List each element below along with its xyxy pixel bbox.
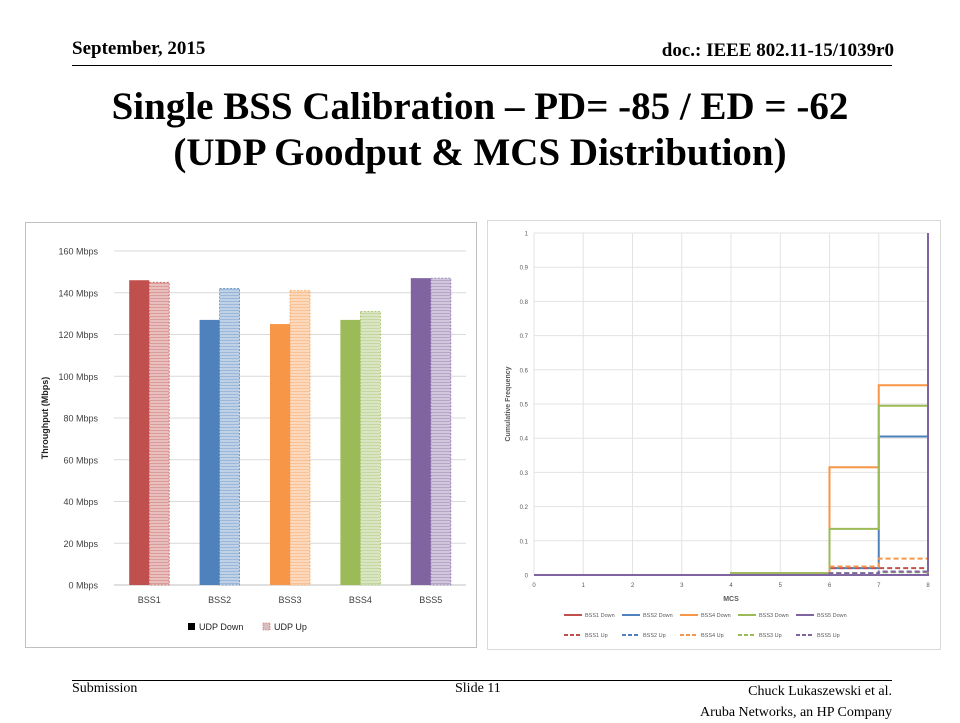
y-tick-label: 0.1: [520, 539, 529, 545]
y-tick-label: 60 Mbps: [63, 455, 98, 465]
y-tick-label: 0 Mbps: [68, 581, 98, 591]
y-tick-label: 1: [525, 232, 529, 238]
x-tick-label: 2: [631, 583, 635, 589]
footer-author-line-2: Aruba Networks, an HP Company: [700, 705, 892, 720]
y-tick-label: 100 Mbps: [58, 372, 98, 382]
y-tick-label: 0.6: [520, 368, 529, 374]
x-tick-label: BSS2: [208, 595, 231, 605]
bar-bss4-down: [340, 319, 361, 585]
series-line-bss5-up: [534, 233, 929, 576]
x-tick-label: 1: [582, 583, 586, 589]
x-tick-label: BSS3: [278, 595, 301, 605]
x-tick-label: BSS5: [419, 595, 442, 605]
x-tick-label: 0: [532, 583, 536, 589]
x-tick-label: 8: [926, 583, 930, 589]
footer-author-line-1: Chuck Lukaszewski et al.: [748, 684, 892, 699]
footer-slide-number: Slide 11: [455, 681, 501, 696]
y-tick-label: 0.7: [520, 334, 529, 340]
slide-title-line-2: (UDP Goodput & MCS Distribution): [173, 131, 787, 174]
legend-label: BSS5 Up: [817, 633, 840, 639]
x-tick-label: 3: [680, 583, 684, 589]
throughput-bar-chart: 0 Mbps 20 Mbps 40 Mbps 60 Mbps 80 Mbps 100 Mb…: [40, 247, 466, 632]
header-divider: [72, 65, 892, 66]
y-tick-label: 0: [525, 574, 529, 580]
legend-label: UDP Down: [199, 622, 243, 632]
y-tick-label: 0.3: [520, 471, 529, 477]
legend-swatch-udp-up: [262, 622, 271, 631]
y-tick-label: 120 Mbps: [58, 330, 98, 340]
x-tick-label: BSS1: [138, 595, 161, 605]
legend-label: BSS4 Down: [701, 613, 731, 619]
footer-submission: Submission: [72, 681, 138, 696]
bar-bss1-down: [129, 280, 150, 585]
throughput-chart-panel: 0 Mbps 20 Mbps 40 Mbps 60 Mbps 80 Mbps 100 Mb…: [25, 222, 477, 648]
bar-bss2-down: [199, 319, 220, 585]
mcs-cdf-chart-panel: 0 0.1 0.2 0.3 0.4 0.5 0.6 0.7 0.8 0.9 1 0 1 2 3 4 5 6 7 8 Cu…: [487, 220, 941, 650]
legend-label: BSS2 Up: [643, 633, 666, 639]
legend-label: UDP Up: [274, 622, 307, 632]
y-tick-label: 80 Mbps: [63, 414, 98, 424]
y-tick-label: 0.9: [520, 266, 529, 272]
legend-label: BSS2 Down: [643, 613, 673, 619]
footer-divider: [72, 680, 892, 681]
bar-bss3-up: [289, 290, 311, 586]
y-tick-label: 40 Mbps: [63, 497, 98, 507]
legend-swatch-udp-down: [188, 623, 195, 630]
bar-bss4-up: [359, 311, 381, 586]
y-axis-title: Cumulative Frequency: [505, 366, 512, 441]
footer-author: Chuck Lukaszewski et al. Aruba Networks,…: [700, 681, 892, 723]
x-axis-title: MCS: [723, 596, 739, 603]
legend-label: BSS3 Up: [759, 633, 782, 639]
x-tick-label: 4: [729, 583, 733, 589]
x-tick-label: BSS4: [349, 595, 372, 605]
y-tick-label: 160 Mbps: [58, 247, 98, 257]
x-tick-label: 5: [779, 583, 783, 589]
header-date: September, 2015: [72, 38, 206, 59]
bar-bss5-down: [410, 278, 431, 585]
y-tick-label: 20 Mbps: [63, 539, 98, 549]
bar-bss2-up: [219, 288, 241, 586]
bar-bss1-up: [148, 281, 170, 586]
x-tick-label: 7: [877, 583, 881, 589]
y-tick-label: 0.8: [520, 300, 529, 306]
slide-title-line-1: Single BSS Calibration – PD= -85 / ED = …: [111, 85, 849, 128]
legend-label: BSS1 Down: [585, 613, 615, 619]
y-tick-label: 0.2: [520, 505, 529, 511]
y-tick-label: 0.5: [520, 403, 529, 409]
y-tick-label: 0.4: [520, 437, 529, 443]
mcs-cdf-chart: 0 0.1 0.2 0.3 0.4 0.5 0.6 0.7 0.8 0.9 1 0 1 2 3 4 5 6 7 8 Cu…: [505, 232, 930, 640]
legend-label: BSS4 Up: [701, 633, 724, 639]
header-doc-id: doc.: IEEE 802.11-15/1039r0: [661, 40, 894, 61]
legend-label: BSS3 Down: [759, 613, 789, 619]
y-tick-label: 140 Mbps: [58, 288, 98, 298]
bar-bss5-up: [430, 277, 452, 586]
y-axis-title: Throughput (Mbps): [40, 377, 50, 459]
x-tick-label: 6: [828, 583, 832, 589]
legend-label: BSS5 Down: [817, 613, 847, 619]
legend-label: BSS1 Up: [585, 633, 608, 639]
slide-title: Single BSS Calibration – PD= -85 / ED = …: [60, 84, 900, 176]
bar-bss3-down: [270, 324, 290, 585]
